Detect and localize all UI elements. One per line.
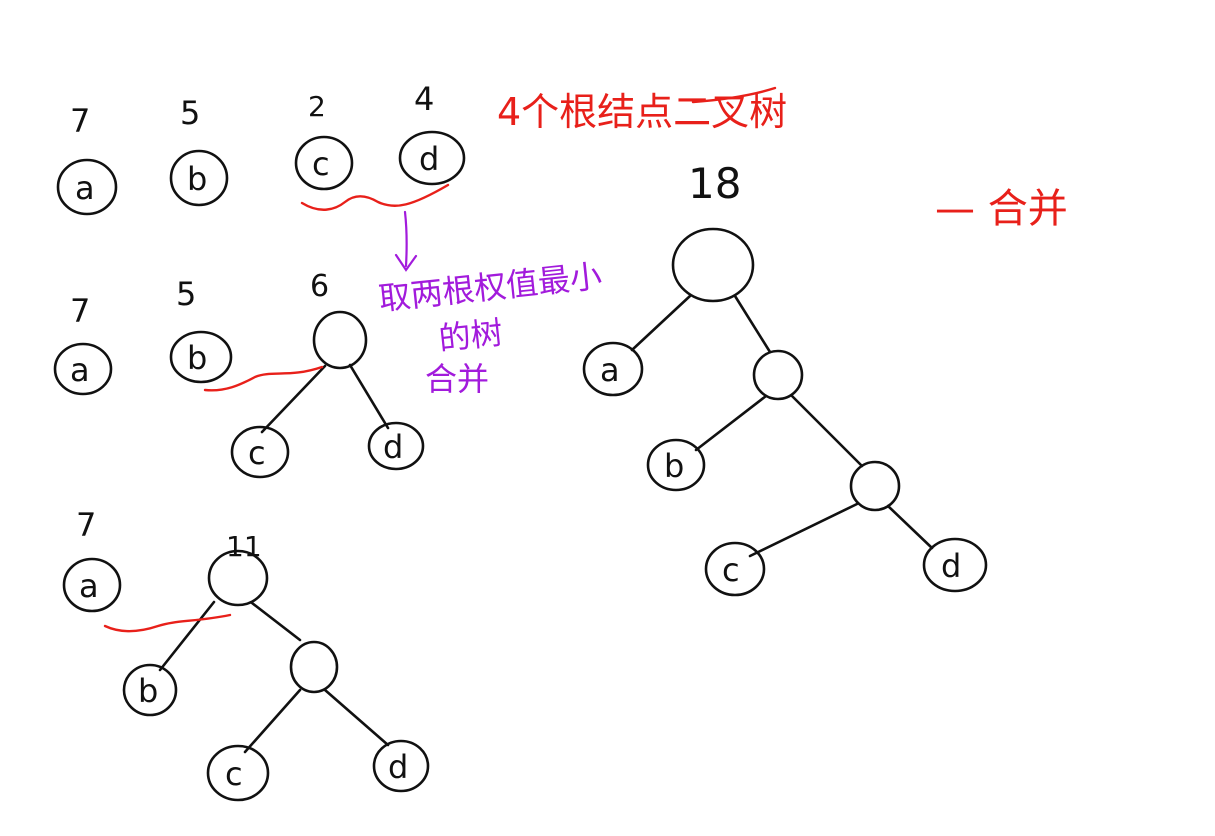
stage1-red-underline [300, 183, 450, 211]
stage1-weight-a: 7 [70, 102, 90, 140]
merge-note-line3: 合并 [425, 360, 489, 398]
stage1-weight-b: 5 [180, 94, 200, 132]
final-edge-root-n1 [733, 294, 772, 354]
stage3-edge-mid-right [323, 688, 390, 747]
final-edge-n1-b [694, 394, 768, 452]
final-node-c-circle [704, 541, 766, 597]
stage3-mid-circle [289, 640, 339, 694]
stage1-weight-d: 4 [414, 80, 434, 118]
stage2-node-c-circle [230, 425, 290, 479]
stage1-node-d-circle [398, 130, 466, 186]
stage1-node-b-label: b [187, 160, 207, 198]
final-edge-n2-c [748, 502, 859, 558]
stage3-weight-a: 7 [76, 506, 96, 544]
final-tree: 18 a b c d [582, 159, 988, 597]
stage1-node-c-circle [294, 135, 354, 191]
stage2-node-a-label: a [70, 351, 90, 389]
stage2-node-c-label: c [248, 434, 266, 472]
final-node-d-label: d [941, 547, 961, 585]
stage3-root-circle [207, 549, 269, 607]
stage3-node-a-circle [62, 557, 122, 613]
stage1-down-arrow [394, 210, 418, 272]
stage2-node-b-label: b [187, 339, 207, 377]
stage3-node-c-label: c [225, 755, 243, 793]
final-node-c-label: c [722, 551, 740, 589]
stage3-node-b-circle [122, 663, 178, 717]
title-note-underline [691, 86, 777, 104]
stage2-forest: 7 5 6 a b c d [53, 269, 425, 479]
final-root-circle [671, 227, 755, 303]
stage2-node-b-circle [169, 330, 233, 384]
final-root-weight: 18 [688, 159, 741, 208]
stage3-node-a-label: a [79, 567, 99, 605]
final-node-a-circle [582, 341, 644, 397]
stage3-node-b-label: b [138, 672, 158, 710]
stage2-weight-root: 6 [310, 269, 329, 304]
final-internal2-circle [849, 460, 901, 512]
final-node-a-label: a [600, 351, 620, 389]
stage2-weight-a: 7 [70, 292, 90, 330]
stage3-edge-left [158, 600, 216, 672]
right-note: — 合并 [935, 186, 1068, 232]
stage3-edge-mid-left [243, 688, 302, 754]
final-internal1-circle [752, 349, 804, 401]
stage2-red-underline [203, 365, 324, 392]
stage2-weight-b: 5 [176, 275, 196, 313]
final-node-b-label: b [664, 447, 684, 485]
stage1-node-c-label: c [312, 145, 330, 183]
stage3-edge-right [250, 601, 302, 642]
stage1-forest: 7 5 2 4 a b c d [56, 80, 466, 272]
stage2-node-d-label: d [383, 428, 403, 466]
final-edge-n1-n2 [790, 394, 864, 468]
stage2-root-circle [312, 310, 368, 370]
stage1-node-a-label: a [75, 169, 95, 207]
stage3-forest: 7 11 a b c d [62, 506, 430, 802]
stage1-weight-c: 2 [308, 90, 326, 123]
right-note-text: — 合并 [935, 186, 1068, 232]
stage2-edge-left [260, 364, 327, 434]
final-node-b-circle [646, 438, 706, 492]
final-edge-root-a [630, 294, 692, 352]
stage3-node-c-circle [206, 744, 270, 802]
final-edge-n2-d [886, 504, 934, 550]
stage3-node-d-circle [372, 739, 430, 793]
final-node-d-circle [922, 537, 988, 593]
stage2-edge-right [348, 363, 390, 430]
stage2-node-a-circle [53, 342, 113, 396]
stage3-node-d-label: d [388, 748, 408, 786]
stage1-node-a-circle [56, 158, 118, 216]
stage1-node-b-circle [169, 149, 229, 207]
merge-note-line1: 取两根权值最小 [377, 257, 604, 318]
stage2-node-d-circle [367, 421, 425, 471]
merge-note: 取两根权值最小 的树 合并 [377, 257, 604, 398]
stage1-node-d-label: d [419, 140, 439, 178]
merge-note-line2: 的树 [437, 313, 505, 357]
title-note: 4个根结点二叉树 [497, 86, 787, 134]
stage3-red-underline [103, 613, 232, 633]
